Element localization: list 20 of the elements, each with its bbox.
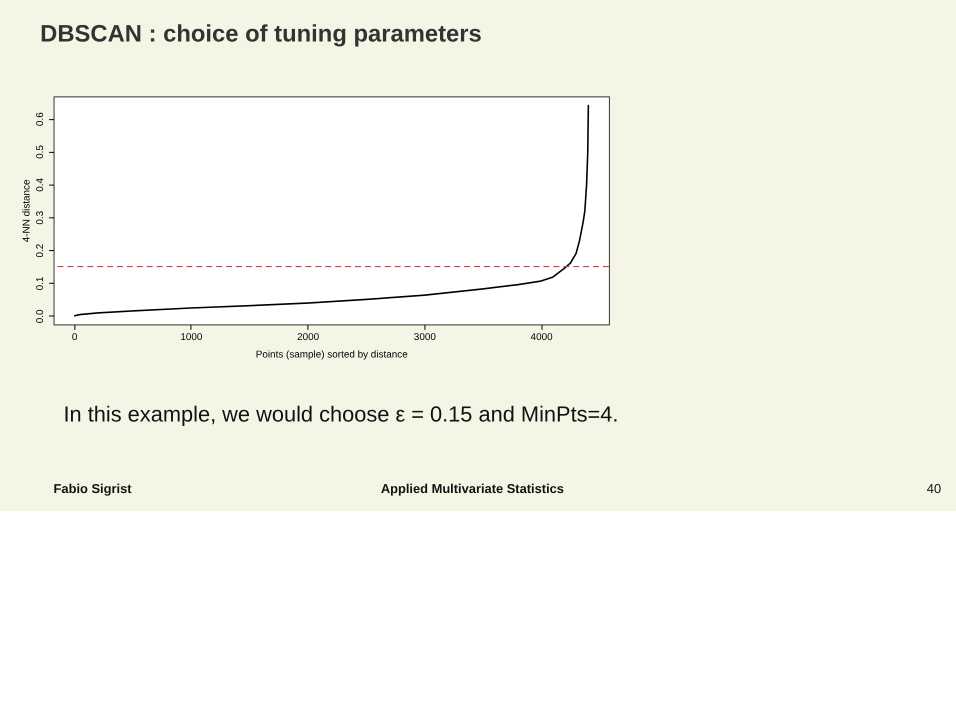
x-tick-label: 2000 bbox=[297, 332, 320, 343]
text: Fabio Sigrist bbox=[54, 481, 132, 496]
y-tick-label: 0.1 bbox=[35, 276, 46, 290]
x-tick-label: 3000 bbox=[414, 332, 436, 343]
y-tick-label: 0.2 bbox=[35, 243, 46, 258]
y-tick-label: 0.6 bbox=[35, 112, 46, 126]
y-tick-label: 0.5 bbox=[35, 144, 46, 159]
y-axis-title: 4-NN distance bbox=[21, 179, 32, 242]
y-tick-label: 0.0 bbox=[35, 309, 46, 324]
chart-title: DBSCAN : choice of tuning parameters bbox=[40, 20, 482, 48]
x-tick-label: 4000 bbox=[530, 332, 554, 343]
x-tick-label: 0 bbox=[72, 332, 78, 343]
y-tick-label: 0.3 bbox=[35, 210, 46, 225]
line-series bbox=[73, 104, 590, 317]
y-tick-label: 0.4 bbox=[35, 178, 46, 192]
x-axis-title: Points (sample) sorted by distance bbox=[256, 350, 408, 361]
x-tick-label: 1000 bbox=[180, 332, 203, 343]
text: In this example, we would choose ε = 0.15 and MinPts=4. bbox=[63, 402, 618, 427]
text: Applied Multivariate Statistics bbox=[380, 481, 564, 496]
text: 40 bbox=[926, 481, 942, 496]
